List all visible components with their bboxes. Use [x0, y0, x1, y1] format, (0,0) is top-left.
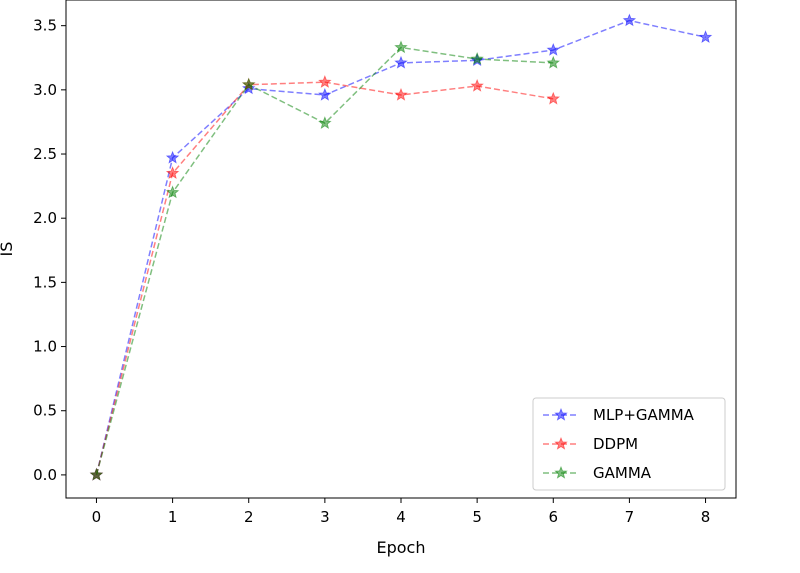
data-point [318, 87, 332, 101]
data-point [622, 13, 637, 27]
legend-marker [554, 407, 568, 421]
data-point [470, 51, 484, 65]
x-axis: 0 1 2 3 4 5 6 7 8 [92, 498, 711, 526]
x-tick-label: 4 [396, 508, 406, 526]
data-point [165, 150, 180, 164]
legend: MLP+GAMMA DDPM GAMMA [532, 397, 726, 491]
y-tick-label: 3.0 [33, 81, 57, 99]
data-point [698, 30, 713, 43]
series-layer [89, 13, 713, 481]
y-tick-label: 2.5 [33, 145, 57, 163]
x-tick-label: 7 [625, 508, 635, 526]
data-point [546, 91, 561, 105]
y-tick-label: 1.0 [33, 338, 57, 356]
series-gamma [89, 40, 561, 481]
data-point [165, 185, 180, 199]
data-point [165, 166, 180, 180]
y-tick-label: 2.0 [33, 209, 57, 227]
data-point [394, 87, 408, 101]
data-point [241, 81, 256, 95]
x-tick-label: 0 [92, 508, 102, 526]
data-point [546, 42, 561, 56]
legend-entry: GAMMA [543, 464, 652, 482]
data-point [241, 77, 256, 91]
data-point [394, 55, 408, 69]
series-line [95, 81, 554, 476]
legend-entry: MLP+GAMMA [543, 406, 695, 424]
data-point [546, 55, 561, 69]
x-tick-label: 6 [548, 508, 558, 526]
x-axis-label: Epoch [377, 538, 426, 557]
y-axis: 0.0 0.5 1.0 1.5 2.0 2.5 3.0 3.5 [33, 17, 66, 484]
x-tick-label: 3 [320, 508, 330, 526]
y-axis-label: IS [0, 242, 16, 257]
x-tick-label: 8 [701, 508, 711, 526]
legend-label: GAMMA [593, 464, 652, 482]
legend-box [532, 397, 726, 491]
y-tick-label: 0.5 [33, 402, 57, 420]
data-point [89, 467, 104, 481]
data-point [394, 40, 408, 54]
x-tick-label: 1 [168, 508, 178, 526]
data-point [470, 78, 484, 92]
y-tick-label: 1.5 [33, 273, 57, 291]
y-tick-label: 0.0 [33, 466, 57, 484]
data-point [318, 116, 332, 129]
data-point [318, 75, 332, 88]
y-tick-label: 3.5 [33, 17, 57, 35]
legend-entry: DDPM [543, 435, 638, 453]
legend-label: DDPM [593, 435, 638, 453]
legend-marker [554, 436, 568, 450]
x-tick-label: 2 [244, 508, 254, 526]
x-tick-label: 5 [472, 508, 482, 526]
series-ddpm [89, 75, 561, 481]
legend-label: MLP+GAMMA [593, 406, 695, 424]
legend-marker [554, 465, 568, 479]
series-line [95, 46, 554, 476]
